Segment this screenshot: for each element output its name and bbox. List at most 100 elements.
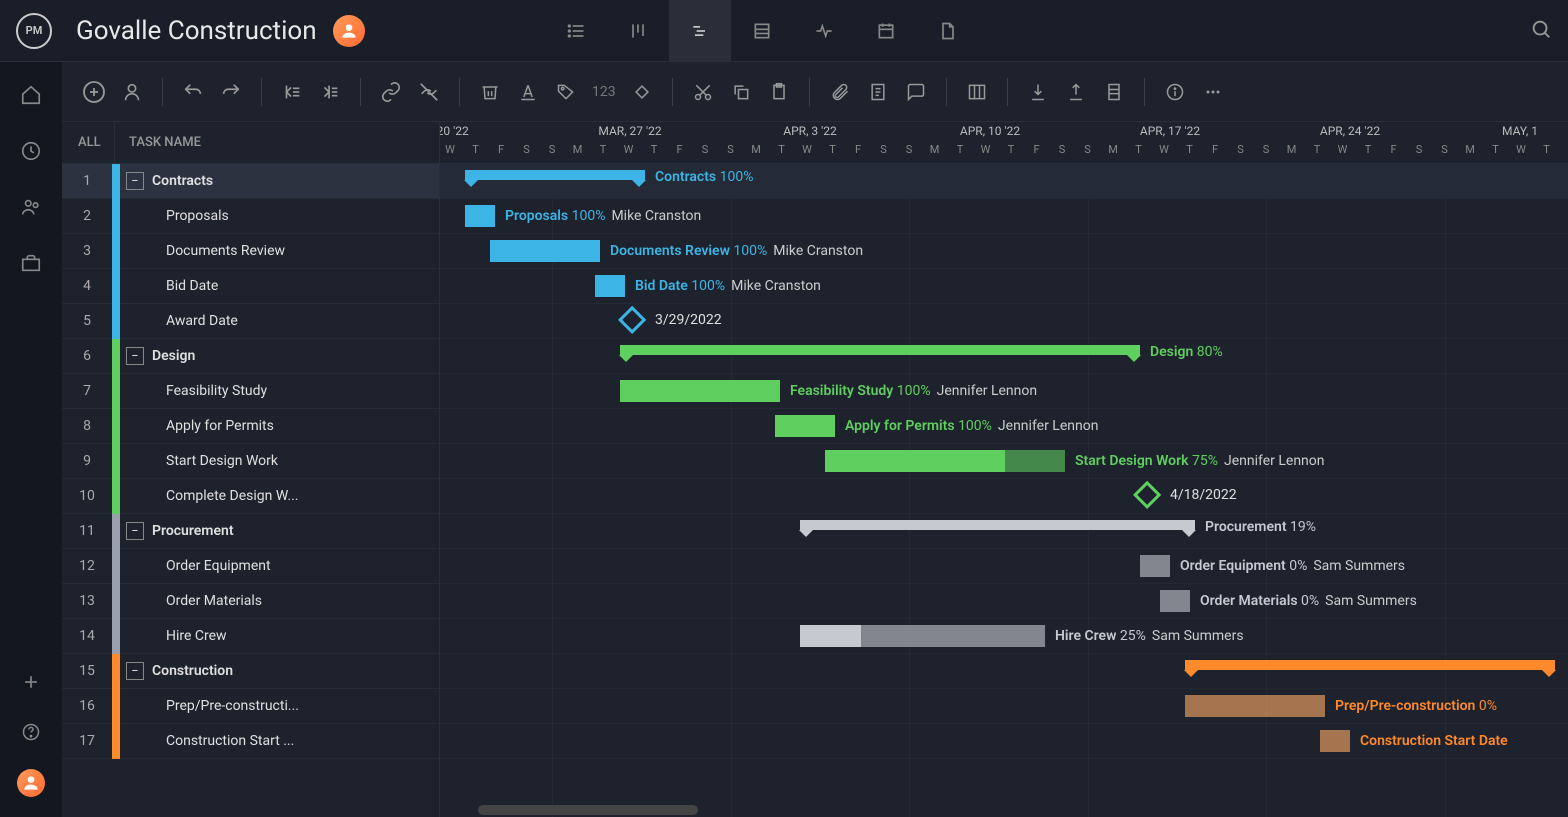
- task-row-number: 1: [62, 173, 112, 189]
- day-label: S: [880, 143, 887, 156]
- task-row[interactable]: 10Complete Design W...: [62, 479, 439, 514]
- view-tab-sheet[interactable]: [731, 0, 793, 62]
- gantt-task-bar[interactable]: Start Design Work 75%Jennifer Lennon: [825, 450, 1065, 472]
- attach-button[interactable]: [828, 80, 852, 104]
- nav-portfolio-icon[interactable]: [18, 250, 44, 276]
- week-label: MAY, 1: [1502, 124, 1538, 138]
- toolbar-number: 123: [592, 84, 616, 100]
- task-row[interactable]: 12Order Equipment: [62, 549, 439, 584]
- gantt-summary-bar[interactable]: Design 80%: [620, 345, 1140, 355]
- paste-button[interactable]: [767, 80, 791, 104]
- search-icon[interactable]: [1530, 18, 1552, 44]
- indent-button[interactable]: [318, 80, 342, 104]
- print-button[interactable]: [1102, 80, 1126, 104]
- add-task-button[interactable]: [82, 80, 106, 104]
- gantt-bar-label: Bid Date 100%Mike Cranston: [625, 278, 821, 294]
- comment-button[interactable]: [904, 80, 928, 104]
- gantt-task-bar[interactable]: Hire Crew 25%Sam Summers: [800, 625, 1045, 647]
- gantt-task-bar[interactable]: Apply for Permits 100%Jennifer Lennon: [775, 415, 835, 437]
- horizontal-scrollbar[interactable]: [448, 805, 1560, 815]
- more-button[interactable]: [1201, 80, 1225, 104]
- task-name-label: Bid Date: [120, 278, 218, 294]
- nav-user-avatar[interactable]: [17, 769, 45, 797]
- outdent-button[interactable]: [280, 80, 304, 104]
- column-header-all[interactable]: ALL: [62, 135, 114, 150]
- task-row[interactable]: 3Documents Review: [62, 234, 439, 269]
- view-tab-calendar[interactable]: [855, 0, 917, 62]
- task-name-label: Order Equipment: [120, 558, 271, 574]
- view-tab-board[interactable]: [607, 0, 669, 62]
- task-row[interactable]: 15−Construction: [62, 654, 439, 689]
- tag-button[interactable]: [554, 80, 578, 104]
- view-tab-gantt[interactable]: [669, 0, 731, 62]
- gantt-summary-bar[interactable]: [1185, 660, 1555, 670]
- columns-button[interactable]: [965, 80, 989, 104]
- export-button[interactable]: [1064, 80, 1088, 104]
- nav-recent-icon[interactable]: [18, 138, 44, 164]
- unlink-button[interactable]: [417, 80, 441, 104]
- task-row[interactable]: 4Bid Date: [62, 269, 439, 304]
- task-row[interactable]: 8Apply for Permits: [62, 409, 439, 444]
- project-avatar[interactable]: [333, 15, 365, 47]
- link-button[interactable]: [379, 80, 403, 104]
- gantt-summary-bar[interactable]: Contracts 100%: [465, 170, 645, 180]
- view-tab-files[interactable]: [917, 0, 979, 62]
- task-row[interactable]: 11−Procurement: [62, 514, 439, 549]
- task-color-bar: [112, 584, 120, 619]
- nav-home-icon[interactable]: [18, 82, 44, 108]
- column-header-name[interactable]: TASK NAME: [115, 135, 201, 150]
- day-label: T: [600, 143, 607, 156]
- gantt-summary-bar[interactable]: Procurement 19%: [800, 520, 1195, 530]
- gantt-task-bar[interactable]: Bid Date 100%Mike Cranston: [595, 275, 625, 297]
- task-row-number: 10: [62, 488, 112, 504]
- task-row-number: 5: [62, 313, 112, 329]
- task-row[interactable]: 16Prep/Pre-constructi...: [62, 689, 439, 724]
- task-row[interactable]: 5Award Date: [62, 304, 439, 339]
- assign-button[interactable]: [120, 80, 144, 104]
- nav-help-icon[interactable]: [18, 719, 44, 745]
- task-color-bar: [112, 549, 120, 584]
- view-tab-list[interactable]: [545, 0, 607, 62]
- task-row[interactable]: 2Proposals: [62, 199, 439, 234]
- app-logo[interactable]: PM: [16, 13, 52, 49]
- task-row[interactable]: 9Start Design Work: [62, 444, 439, 479]
- view-tab-activity[interactable]: [793, 0, 855, 62]
- gantt-bar-label: Design 80%: [1140, 344, 1223, 360]
- nav-team-icon[interactable]: [18, 194, 44, 220]
- gantt-task-bar[interactable]: Construction Start Date: [1320, 730, 1350, 752]
- gantt-task-bar[interactable]: Order Equipment 0%Sam Summers: [1140, 555, 1170, 577]
- day-label: S: [1263, 143, 1270, 156]
- day-label: F: [1390, 143, 1396, 156]
- info-button[interactable]: [1163, 80, 1187, 104]
- task-row[interactable]: 6−Design: [62, 339, 439, 374]
- gantt-task-bar[interactable]: Documents Review 100%Mike Cranston: [490, 240, 600, 262]
- gantt-task-bar[interactable]: Order Materials 0%Sam Summers: [1160, 590, 1190, 612]
- cut-button[interactable]: [691, 80, 715, 104]
- redo-button[interactable]: [219, 80, 243, 104]
- import-button[interactable]: [1026, 80, 1050, 104]
- gantt-task-bar[interactable]: Prep/Pre-construction 0%: [1185, 695, 1325, 717]
- task-name-label: Feasibility Study: [120, 383, 267, 399]
- notes-button[interactable]: [866, 80, 890, 104]
- collapse-toggle[interactable]: −: [126, 662, 144, 680]
- collapse-toggle[interactable]: −: [126, 172, 144, 190]
- timeline-header: , 20 '22MAR, 27 '22APR, 3 '22APR, 10 '22…: [440, 122, 1568, 164]
- task-row[interactable]: 1−Contracts: [62, 164, 439, 199]
- day-label: T: [1543, 143, 1550, 156]
- text-style-button[interactable]: [516, 80, 540, 104]
- task-name-label: Start Design Work: [120, 453, 278, 469]
- gantt-task-bar[interactable]: Proposals 100%Mike Cranston: [465, 205, 495, 227]
- task-row[interactable]: 7Feasibility Study: [62, 374, 439, 409]
- copy-button[interactable]: [729, 80, 753, 104]
- nav-add-icon[interactable]: [18, 669, 44, 695]
- milestone-button[interactable]: [630, 80, 654, 104]
- timeline-body[interactable]: Contracts 100% Proposals 100%Mike Cransto…: [440, 164, 1568, 817]
- gantt-task-bar[interactable]: Feasibility Study 100%Jennifer Lennon: [620, 380, 780, 402]
- delete-button[interactable]: [478, 80, 502, 104]
- task-row[interactable]: 13Order Materials: [62, 584, 439, 619]
- collapse-toggle[interactable]: −: [126, 522, 144, 540]
- undo-button[interactable]: [181, 80, 205, 104]
- collapse-toggle[interactable]: −: [126, 347, 144, 365]
- task-row[interactable]: 17Construction Start ...: [62, 724, 439, 759]
- task-row[interactable]: 14Hire Crew: [62, 619, 439, 654]
